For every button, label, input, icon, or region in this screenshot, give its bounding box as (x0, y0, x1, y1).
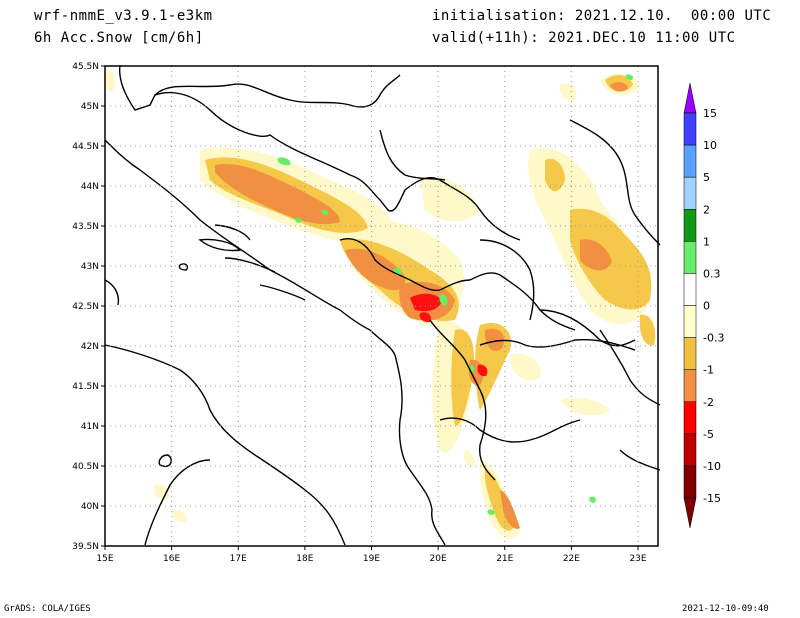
colorbar-segment (683, 401, 697, 435)
colorbar-label: -1 (703, 364, 714, 377)
lon-tick-label: 22E (563, 554, 580, 564)
colorbar-label: 2 (703, 203, 710, 216)
init-time: initialisation: 2021.12.10. 00:00 UTC (432, 8, 772, 24)
colorbar-segment (683, 241, 697, 274)
footer-credit: GrADS: COLA/IGES (4, 604, 91, 614)
colorbar-label: -2 (703, 396, 714, 409)
lat-tick-label: 42.5N (72, 302, 99, 312)
colorbar-top-arrow (683, 82, 697, 114)
colorbar-label: 0 (703, 300, 710, 313)
colorbar-label: 10 (703, 139, 717, 152)
lon-tick-label: 15E (96, 554, 113, 564)
lon-tick-label: 20E (430, 554, 447, 564)
colorbar-segment (683, 433, 697, 467)
lat-tick-label: 44.5N (72, 142, 99, 152)
colorbar-segment (683, 273, 697, 306)
colorbar-label: -10 (703, 460, 721, 473)
colorbar-segment (683, 369, 697, 402)
colorbar: 15 10 5 2 1 0.3 0 -0.3 -1 -2 -5 -10 -15 (683, 82, 724, 529)
colorbar-segment (683, 305, 697, 338)
colorbar-label: -5 (703, 428, 714, 441)
colorbar-segment (683, 144, 697, 178)
lon-tick-label: 21E (496, 554, 513, 564)
latitude-axis: 45.5N 45N 44.5N 44N 43.5N 43N 42.5N 42N 41.5N 41N… (72, 62, 105, 552)
lon-tick-label: 17E (230, 554, 247, 564)
lat-tick-label: 45N (81, 102, 99, 112)
colorbar-bottom-arrow (683, 497, 697, 529)
colorbar-label: 15 (703, 107, 717, 120)
colorbar-label: 1 (703, 235, 710, 248)
colorbar-segment (683, 112, 697, 146)
lat-tick-label: 42N (81, 342, 99, 352)
lon-tick-label: 18E (296, 554, 313, 564)
lat-tick-label: 43.5N (72, 222, 99, 232)
lat-tick-label: 40N (81, 502, 99, 512)
lat-tick-label: 41N (81, 422, 99, 432)
snow-field (103, 69, 656, 539)
colorbar-label: 5 (703, 171, 710, 184)
field-title: 6h Acc.Snow [cm/6h] (34, 30, 204, 46)
lat-tick-label: 41.5N (72, 382, 99, 392)
lon-tick-label: 16E (163, 554, 180, 564)
valid-time: valid(+11h): 2021.DEC.10 11:00 UTC (432, 30, 736, 46)
colorbar-label: 0.3 (703, 267, 721, 280)
lat-tick-label: 43N (81, 262, 99, 272)
colorbar-segment (683, 176, 697, 210)
lat-tick-label: 40.5N (72, 462, 99, 472)
lat-tick-label: 44N (81, 182, 99, 192)
colorbar-label: -15 (703, 492, 721, 505)
map-grid (105, 66, 658, 546)
colorbar-label: -0.3 (703, 332, 724, 345)
colorbar-segment (683, 337, 697, 370)
footer-timestamp: 2021-12-10-09:40 (682, 604, 769, 614)
lat-tick-label: 39.5N (72, 542, 99, 552)
model-title: wrf-nmmE_v3.9.1-e3km (34, 8, 213, 24)
longitude-axis: 15E 16E 17E 18E 19E 20E 21E 22E 23E (96, 546, 647, 564)
lat-tick-label: 45.5N (72, 62, 99, 72)
lon-tick-label: 23E (629, 554, 646, 564)
colorbar-segment (683, 465, 697, 499)
lon-tick-label: 19E (363, 554, 380, 564)
colorbar-segment (683, 209, 697, 242)
